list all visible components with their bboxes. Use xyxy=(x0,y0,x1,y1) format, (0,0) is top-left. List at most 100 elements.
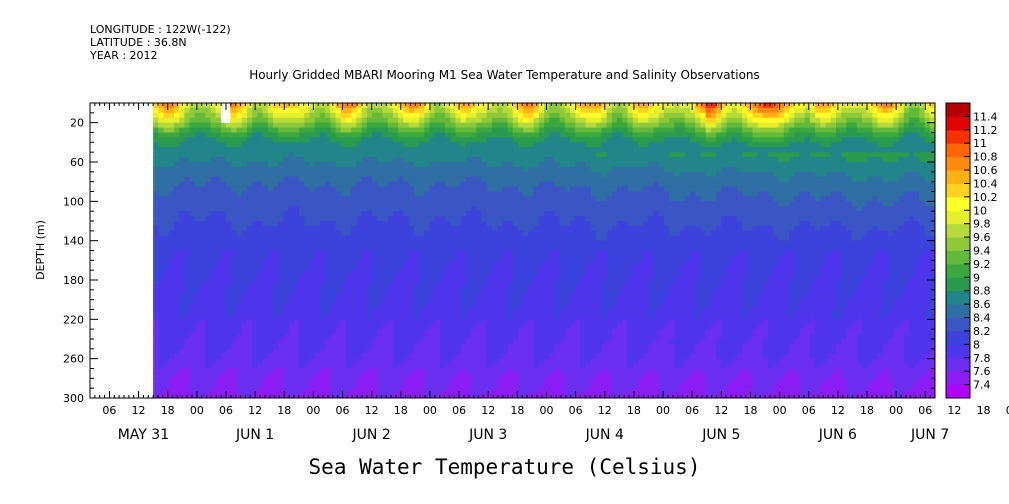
heat-cell xyxy=(523,270,530,276)
heat-cell xyxy=(236,162,243,168)
heat-cell xyxy=(554,181,561,188)
heat-cell xyxy=(241,206,248,212)
heat-cell xyxy=(570,299,576,306)
heat-cell xyxy=(408,343,415,350)
heat-cell xyxy=(544,196,550,202)
heat-cell xyxy=(471,240,477,247)
heat-cell xyxy=(173,112,180,119)
heat-cell xyxy=(387,319,394,325)
heat-cell xyxy=(179,117,185,124)
heat-cell xyxy=(262,353,269,360)
heat-cell xyxy=(429,162,436,168)
heat-cell xyxy=(429,358,436,365)
heat-cell xyxy=(549,339,556,345)
heat-cell xyxy=(273,235,279,242)
heat-cell xyxy=(220,284,227,291)
heat-cell xyxy=(533,166,540,173)
heat-cell xyxy=(293,334,300,340)
heat-cell xyxy=(189,265,196,271)
heat-cell xyxy=(158,284,165,291)
heat-cell xyxy=(267,162,274,168)
heat-cell xyxy=(372,348,378,355)
heat-cell xyxy=(351,329,358,335)
heat-cell xyxy=(538,280,545,286)
heat-cell xyxy=(246,176,253,183)
heat-cell xyxy=(173,132,180,139)
heat-cell xyxy=(418,368,425,375)
heat-cell xyxy=(299,309,305,316)
heat-cell xyxy=(314,309,321,316)
heat-cell xyxy=(549,186,556,193)
heat-cell xyxy=(168,142,175,148)
heat-cell xyxy=(387,240,394,247)
heat-cell xyxy=(481,388,488,394)
heat-cell xyxy=(481,240,488,247)
heat-cell xyxy=(246,284,253,291)
heat-cell xyxy=(278,186,285,193)
heat-cell xyxy=(241,309,248,316)
heat-cell xyxy=(497,216,503,222)
heat-cell xyxy=(267,171,274,178)
heat-cell xyxy=(392,240,399,247)
heat-cell xyxy=(194,122,201,129)
heat-cell xyxy=(450,284,457,291)
heat-cell xyxy=(340,289,347,296)
heat-cell xyxy=(345,186,352,193)
heat-cell xyxy=(335,378,342,384)
heat-cell xyxy=(512,383,519,389)
heat-cell xyxy=(382,240,389,247)
heat-cell xyxy=(434,152,441,158)
heat-cell xyxy=(497,250,503,257)
heat-cell xyxy=(481,225,488,232)
heat-cell xyxy=(210,270,217,276)
heat-cell xyxy=(533,280,540,286)
heat-cell xyxy=(163,112,170,119)
heat-cell xyxy=(481,112,488,119)
heat-cell xyxy=(377,270,384,276)
heat-cell xyxy=(418,162,425,168)
heat-cell xyxy=(382,329,389,335)
heat-cell xyxy=(476,206,483,212)
heat-cell xyxy=(455,299,462,306)
heat-cell xyxy=(377,171,384,178)
heat-cell xyxy=(231,363,238,370)
heat-cell xyxy=(236,191,243,198)
heat-cell xyxy=(335,339,342,345)
heat-cell xyxy=(173,152,180,158)
heat-cell xyxy=(564,181,571,188)
heat-cell xyxy=(345,299,352,306)
heat-cell xyxy=(309,378,316,384)
heat-cell xyxy=(340,152,347,158)
heat-cell xyxy=(424,147,430,153)
heat-cell xyxy=(533,211,540,217)
heat-cell xyxy=(257,235,264,242)
heat-cell xyxy=(559,122,566,129)
heat-cell xyxy=(372,358,378,365)
heat-cell xyxy=(387,270,394,276)
heat-cell xyxy=(387,137,394,143)
heat-cell xyxy=(246,289,253,296)
heat-cell xyxy=(434,211,441,217)
heat-cell xyxy=(200,142,206,148)
heat-cell xyxy=(544,378,550,384)
heat-cell xyxy=(575,103,582,109)
heat-cell xyxy=(570,378,576,384)
heat-cell xyxy=(538,196,545,202)
heat-cell xyxy=(361,137,368,143)
heat-cell xyxy=(564,265,571,271)
heat-cell xyxy=(382,216,389,222)
heat-cell xyxy=(549,299,556,306)
heat-cell xyxy=(450,319,457,325)
heat-cell xyxy=(288,255,295,261)
heat-cell xyxy=(158,393,165,398)
heat-cell xyxy=(200,147,206,153)
heat-cell xyxy=(471,221,477,227)
heat-cell xyxy=(486,152,493,158)
heat-cell xyxy=(570,348,576,355)
heat-cell xyxy=(351,152,358,158)
heat-cell xyxy=(173,348,180,355)
heat-cell xyxy=(299,348,305,355)
heat-cell xyxy=(528,240,535,247)
heat-cell xyxy=(549,334,556,340)
heat-cell xyxy=(538,132,545,139)
